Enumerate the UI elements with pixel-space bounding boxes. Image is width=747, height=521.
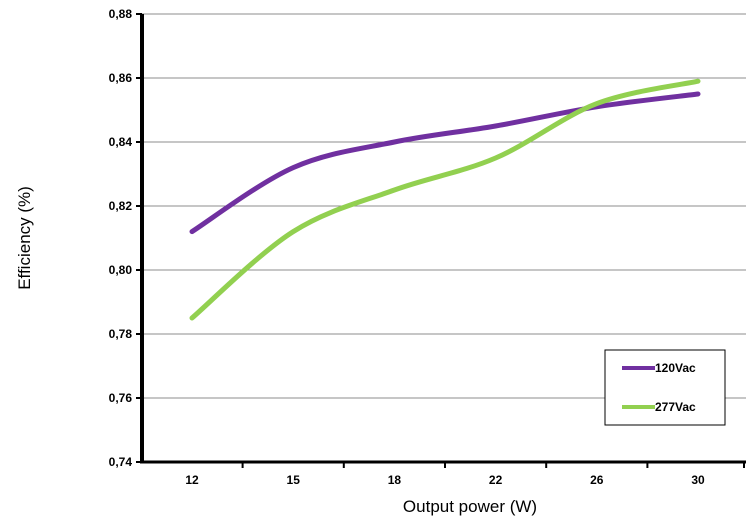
y-tick-label: 0,80 [109,263,133,277]
axes [136,13,746,468]
x-tick-label: 12 [185,473,199,487]
y-tick-label: 0,86 [109,71,133,85]
legend: 120Vac 277Vac [604,349,726,426]
x-tick-label: 30 [691,473,705,487]
y-tick-label: 0,76 [109,391,133,405]
y-tick-label: 0,84 [109,135,133,149]
x-tick-labels: 12 15 18 22 26 30 [185,473,705,487]
legend-label-277vac: 277Vac [655,400,696,414]
y-axis-title: Efficiency (%) [15,186,34,290]
legend-label-120vac: 120Vac [655,361,696,375]
series-line-277vac [189,78,701,321]
x-axis-title: Output power (W) [403,497,537,516]
y-tick-labels: 0,74 0,76 0,78 0,80 0,82 0,84 0,86 0,88 [109,7,133,469]
x-tick-label: 18 [388,473,402,487]
legend-box [604,349,726,426]
y-tick-label: 0,88 [109,7,133,21]
series-line-120vac [189,91,701,235]
y-tick-label: 0,82 [109,199,133,213]
x-tick-label: 22 [489,473,503,487]
series-lines [189,78,701,321]
y-tick-label: 0,74 [109,455,133,469]
y-tick-label: 0,78 [109,327,133,341]
x-tick-label: 26 [590,473,604,487]
x-tick-label: 15 [287,473,301,487]
